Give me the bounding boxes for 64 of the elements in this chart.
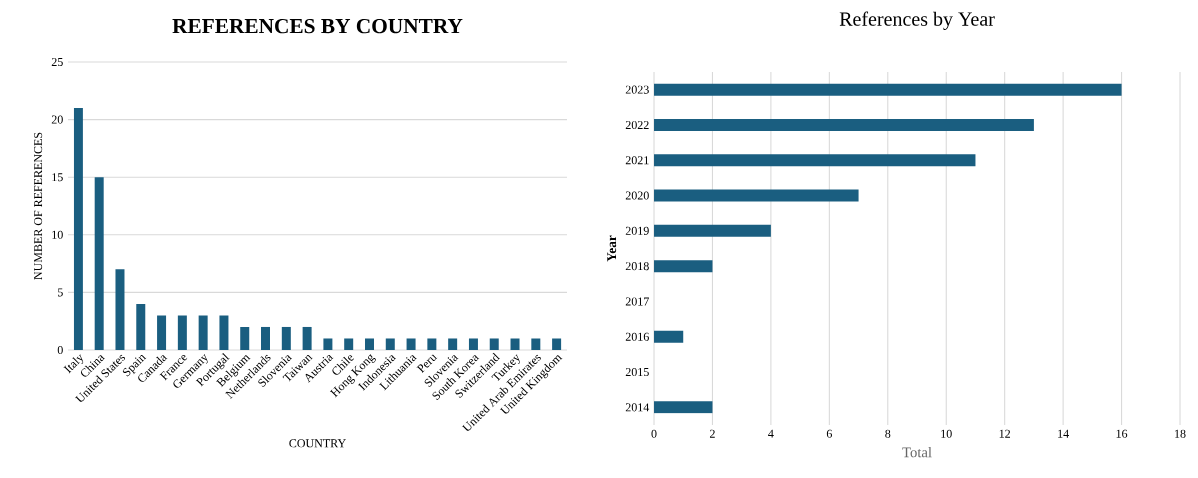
bar [73, 108, 83, 350]
bar [219, 315, 229, 350]
bar [323, 338, 333, 350]
bar [261, 326, 271, 350]
y-tick-label: 2020 [625, 191, 649, 200]
chart-title: References by Year [839, 11, 995, 30]
y-tick-label: 2015 [625, 368, 649, 377]
y-tick-label: 2021 [625, 156, 649, 165]
y-tick-label: 2016 [625, 332, 649, 341]
x-tick-label: 16 [1116, 429, 1128, 438]
bar [427, 338, 437, 350]
x-tick-label: 8 [885, 429, 891, 438]
y-tick-label: 25 [51, 57, 63, 67]
bar [136, 303, 146, 350]
x-tick-label: 2 [709, 429, 715, 438]
bar [468, 338, 478, 350]
y-tick-label: 2017 [625, 297, 649, 306]
bar [198, 315, 208, 350]
bar [240, 326, 250, 350]
bar [364, 338, 374, 350]
bar [531, 338, 541, 350]
bar [510, 338, 520, 350]
bar [552, 338, 562, 350]
bar [654, 154, 976, 167]
bar [281, 326, 291, 350]
bar [654, 224, 771, 237]
bar [157, 315, 167, 350]
bar [654, 401, 713, 414]
x-axis-title: COUNTRY [289, 439, 346, 448]
bar [302, 326, 312, 350]
x-tick-label: 6 [826, 429, 832, 438]
y-tick-label: 2022 [625, 120, 649, 129]
x-tick-label: 4 [768, 429, 774, 438]
y-axis-title: NUMBER OF REFERENCES [34, 132, 43, 280]
y-tick-label: 5 [57, 288, 63, 297]
bar [385, 338, 395, 350]
chart-title: REFERENCES BY COUNTRY [172, 18, 463, 34]
x-tick-label: 14 [1058, 429, 1069, 438]
y-tick-label: 10 [52, 230, 63, 239]
bar [406, 338, 416, 350]
y-tick-label: 2018 [625, 262, 649, 271]
x-tick-label: 0 [651, 429, 657, 438]
y-tick-label: 2019 [625, 226, 649, 235]
bar [448, 338, 458, 350]
x-tick-label: 18 [1175, 429, 1186, 438]
x-axis-title: Total [902, 446, 932, 458]
y-tick-label: 20 [51, 115, 63, 124]
y-axis-title: Year [607, 235, 617, 262]
y-tick-label: 0 [57, 345, 63, 355]
bar [654, 118, 1034, 131]
x-tick-label: 12 [999, 429, 1011, 438]
bar [177, 315, 187, 350]
bar [654, 330, 684, 343]
bar [94, 177, 104, 350]
y-tick-label: 2023 [625, 85, 649, 94]
y-tick-label: 15 [52, 173, 63, 182]
bar [489, 338, 499, 350]
bar [654, 83, 1122, 96]
bar [654, 189, 859, 202]
bar [654, 260, 713, 273]
y-tick-label: 2014 [625, 403, 650, 412]
bar [344, 338, 354, 350]
bar [115, 269, 125, 350]
x-tick-label: 10 [941, 429, 952, 438]
